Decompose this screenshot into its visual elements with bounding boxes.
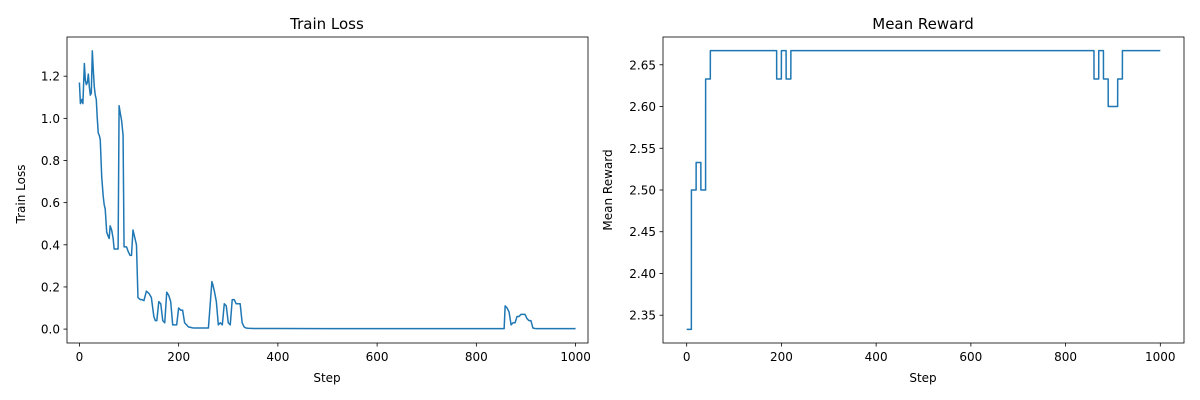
train-loss-axes-frame bbox=[66, 36, 589, 344]
mean-reward-x-tick-label-4: 800 bbox=[1054, 350, 1077, 364]
train-loss-x-tick-label-2: 400 bbox=[266, 350, 289, 364]
mean-reward-y-tick-label-6: 2.65 bbox=[629, 58, 656, 72]
train-loss-y-tick-label-3: 0.6 bbox=[41, 196, 60, 210]
train-loss-x-tick-label-0: 0 bbox=[76, 350, 84, 364]
train-loss-x-tick-label-4: 800 bbox=[465, 350, 488, 364]
train-loss-x-tick-label-1: 200 bbox=[167, 350, 190, 364]
train-loss-y-tick-label-5: 1.0 bbox=[41, 112, 60, 126]
mean-reward-x-tick-label-2: 400 bbox=[865, 350, 888, 364]
train-loss-y-tick-label-6: 1.2 bbox=[41, 70, 60, 84]
mean-reward-ylabel: Mean Reward bbox=[601, 149, 615, 230]
train-loss-ylabel: Train Loss bbox=[14, 165, 28, 225]
mean-reward-y-tick-label-0: 2.35 bbox=[629, 309, 656, 323]
mean-reward-series-line-0 bbox=[686, 49, 1161, 331]
mean-reward-y-tick-label-3: 2.50 bbox=[629, 184, 656, 198]
train-loss-x-tick-label-5: 1000 bbox=[560, 350, 591, 364]
mean-reward-y-tick-label-2: 2.45 bbox=[629, 225, 656, 239]
train-loss-xlabel: Step bbox=[313, 371, 340, 385]
train-loss-y-tick-label-2: 0.4 bbox=[41, 238, 60, 252]
train-loss-y-tick-label-4: 0.8 bbox=[41, 154, 60, 168]
train-loss-y-tick-label-0: 0.0 bbox=[41, 323, 60, 337]
mean-reward-plot: Mean Reward Step Mean Reward 0 200 400 600 8… bbox=[601, 15, 1185, 385]
mean-reward-x-tick-label-0: 0 bbox=[683, 350, 691, 364]
train-loss-plot: Train Loss Step Train Loss 0 200 400 600 800… bbox=[14, 15, 591, 385]
mean-reward-x-tick-label-5: 1000 bbox=[1145, 350, 1176, 364]
mean-reward-y-tick-label-4: 2.55 bbox=[629, 142, 656, 156]
train-loss-title: Train Loss bbox=[289, 15, 364, 33]
train-loss-series-line-0 bbox=[78, 50, 576, 330]
mean-reward-y-tick-label-1: 2.40 bbox=[629, 267, 656, 281]
mean-reward-axes-frame bbox=[662, 36, 1185, 344]
mean-reward-xlabel: Step bbox=[909, 371, 936, 385]
mean-reward-x-tick-label-3: 600 bbox=[959, 350, 982, 364]
mean-reward-title: Mean Reward bbox=[872, 15, 974, 33]
mean-reward-x-tick-label-1: 200 bbox=[770, 350, 793, 364]
train-loss-y-tick-label-1: 0.2 bbox=[41, 280, 60, 294]
train-loss-x-tick-label-3: 600 bbox=[366, 350, 389, 364]
mean-reward-y-tick-label-5: 2.60 bbox=[629, 100, 656, 114]
